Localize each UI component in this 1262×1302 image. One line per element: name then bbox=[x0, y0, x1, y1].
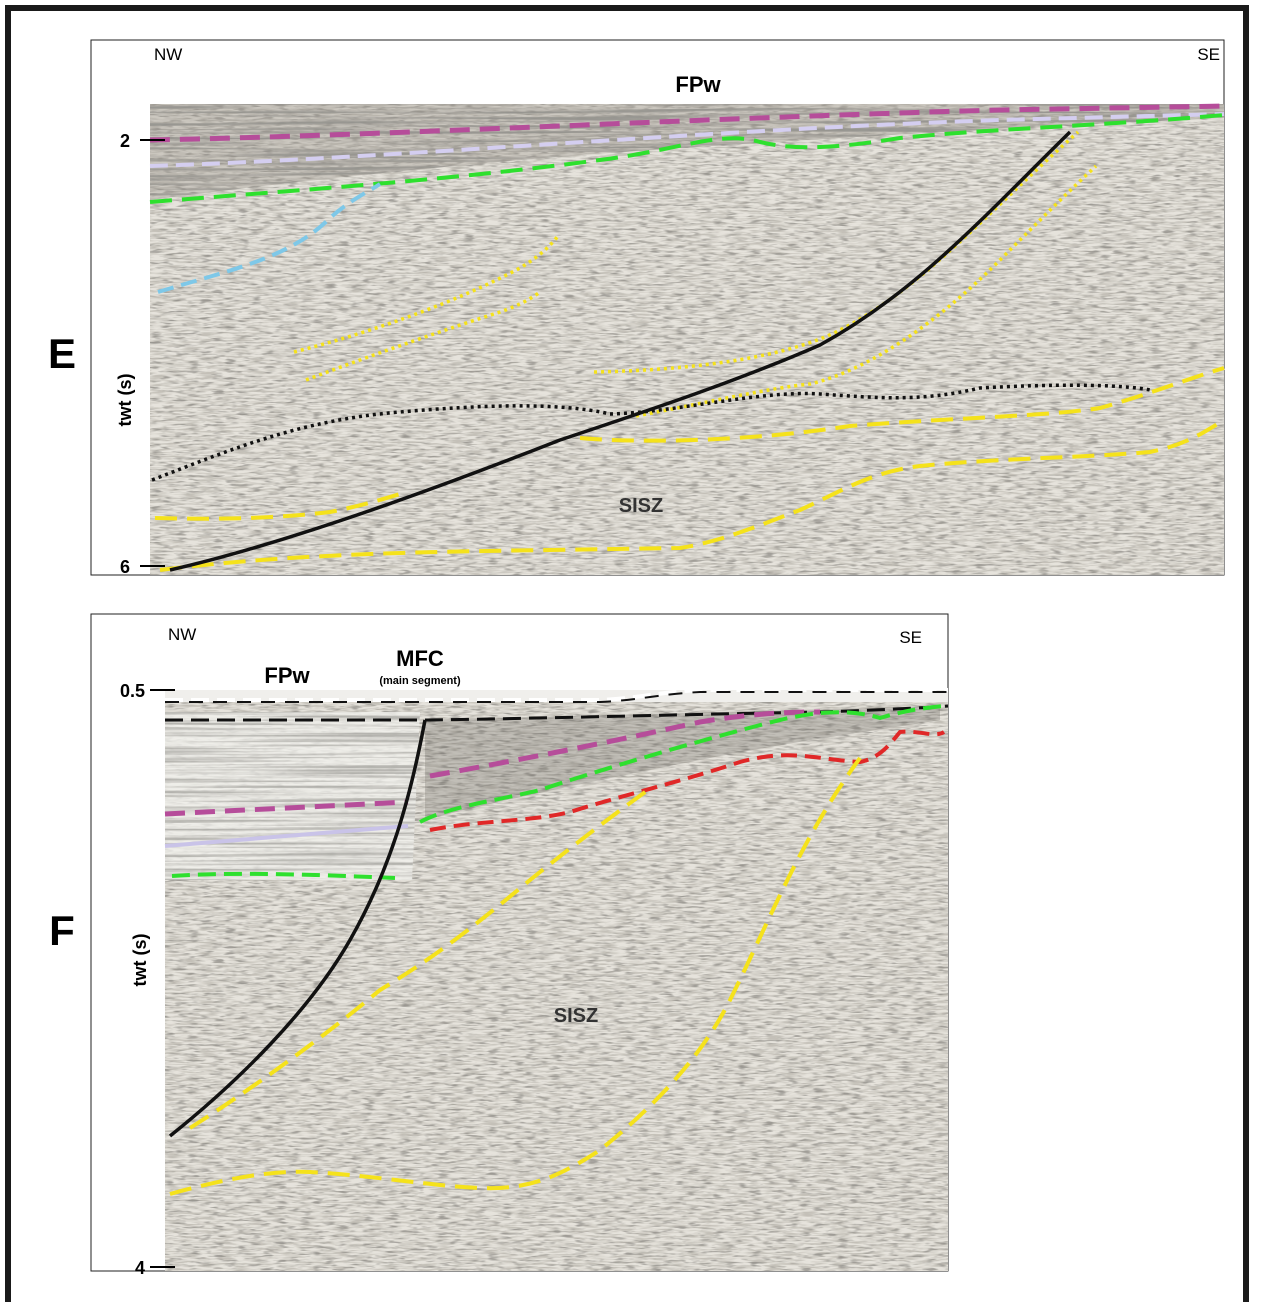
panel-f-yellow-dashed-horizon-2 bbox=[169, 756, 862, 1196]
panel-e-layered-texture bbox=[150, 104, 1224, 200]
panel-e-yellow-dotted-horizon-3 bbox=[593, 130, 1080, 374]
panel-f-nw-label: NW bbox=[168, 625, 196, 644]
panel-e-yellow-dotted-horizon-4 bbox=[635, 164, 1098, 418]
panel-e-black-dotted-horizon bbox=[151, 383, 1151, 482]
panel-f-black-dashed-horizon bbox=[165, 704, 949, 722]
panel-f-red-horizon bbox=[429, 729, 946, 832]
panel-e-yellow-dashed-horizon-2 bbox=[579, 366, 1225, 443]
panel-f-magenta-horizon-left bbox=[164, 799, 409, 817]
figure-frame bbox=[5, 5, 1249, 1302]
panel-f-sisz-label: SISZ bbox=[554, 1005, 598, 1027]
panel-f-mfc-sublabel: (main segment) bbox=[379, 675, 461, 687]
panel-f-fpw-texture bbox=[165, 712, 420, 880]
panel-f-yaxis-label: twt (s) bbox=[130, 934, 150, 987]
panel-e-magenta-horizon bbox=[149, 103, 1225, 143]
panel-e-se-label: SE bbox=[1197, 45, 1220, 64]
panel-f-yellow-dashed-horizon-1 bbox=[188, 788, 650, 1130]
panel-f-fault-line bbox=[168, 719, 427, 1138]
panel-f-green-horizon-left bbox=[171, 871, 396, 880]
panel-f-magenta-horizon-right bbox=[429, 709, 821, 779]
panel-f-tick-label-bottom: 4 bbox=[135, 1258, 145, 1278]
panel-e-lavender-horizon bbox=[149, 112, 1225, 168]
panel-e-cyan-horizon bbox=[157, 182, 382, 294]
panel-f-seafloor-horizon bbox=[165, 691, 948, 703]
panel-e-nw-label: NW bbox=[154, 45, 182, 64]
panel-e-seismic-texture-dark bbox=[150, 104, 1224, 575]
panel-f-se-label: SE bbox=[899, 628, 922, 647]
panel-f-white-horizon bbox=[165, 688, 948, 702]
panel-e-yellow-dashed-horizon-1 bbox=[154, 492, 401, 521]
panel-e-green-horizon bbox=[149, 113, 1225, 204]
panel-e: NW SE FPw SISZ 2 6 twt (s) E bbox=[48, 39, 1225, 577]
panel-e-yellow-dotted-horizon-2 bbox=[305, 290, 542, 382]
panel-f-mfc-label: MFC bbox=[396, 646, 444, 671]
panel-e-sisz-label: SISZ bbox=[619, 495, 663, 517]
panel-e-tick-label-bottom: 6 bbox=[120, 557, 130, 577]
panel-e-tick-label-top: 2 bbox=[120, 131, 130, 151]
panel-e-fpw-label: FPw bbox=[675, 72, 721, 97]
panel-e-yaxis-label: twt (s) bbox=[115, 374, 135, 427]
panel-f-fpw-label: FPw bbox=[264, 663, 310, 688]
panel-f-green-horizon-right bbox=[419, 704, 945, 824]
panel-e-yellow-dashed-horizon-3 bbox=[159, 418, 1225, 572]
panel-f-layered-wedge bbox=[425, 706, 940, 820]
panel-f-letter: F bbox=[49, 907, 75, 954]
panel-f: NW SE FPw MFC (main segment) SISZ 0.5 4 … bbox=[49, 613, 949, 1278]
panel-e-fault-line bbox=[169, 130, 1072, 572]
panel-e-letter: E bbox=[48, 330, 76, 377]
panel-f-lavender-horizon bbox=[164, 824, 409, 848]
panel-f-tick-label-top: 0.5 bbox=[120, 681, 145, 701]
